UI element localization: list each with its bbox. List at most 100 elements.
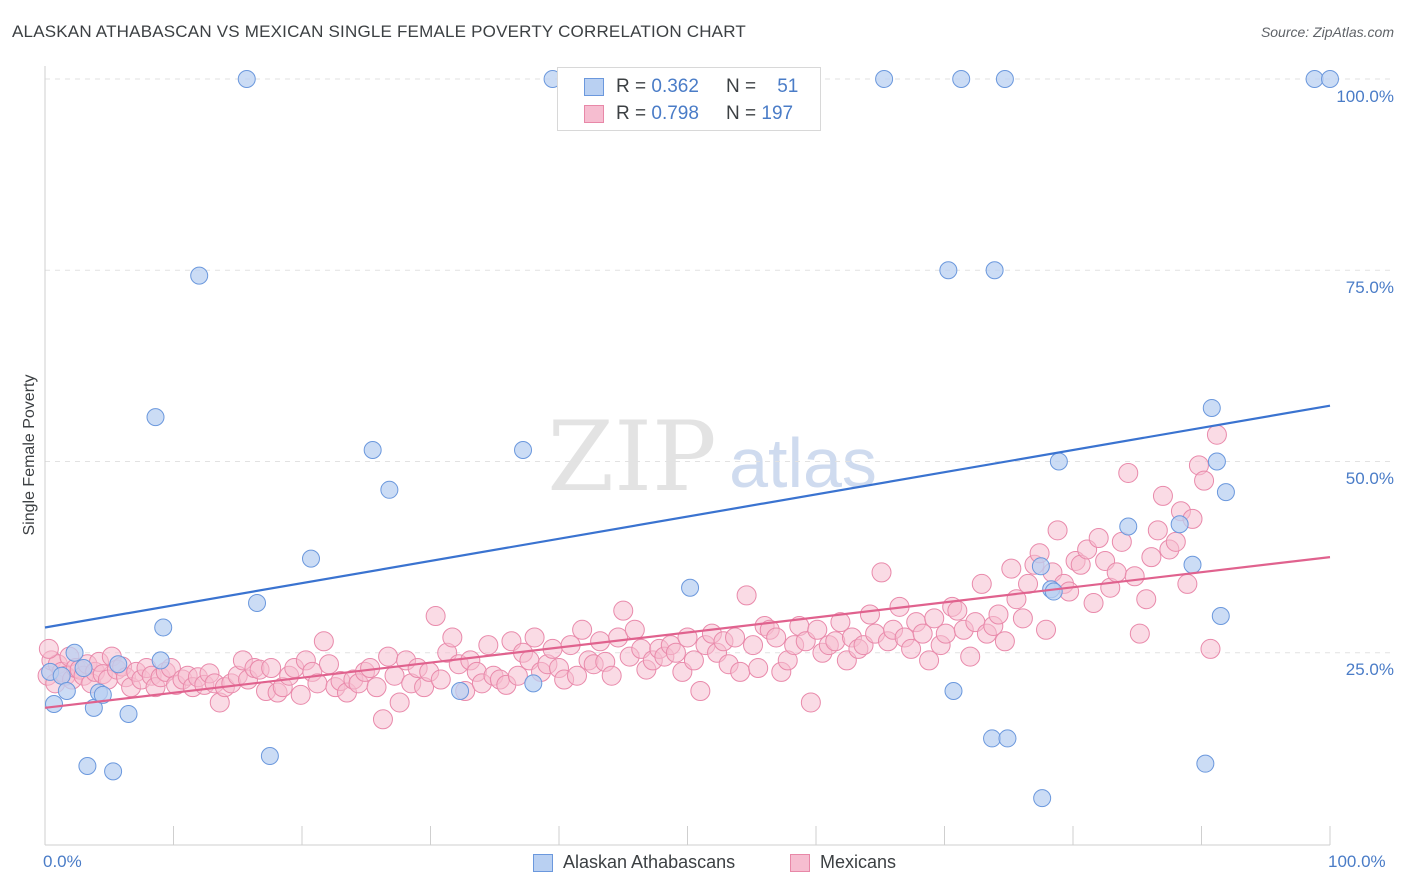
athabascan-point bbox=[998, 729, 1017, 748]
mexican-point bbox=[912, 623, 933, 644]
mexican-point bbox=[807, 619, 828, 640]
athabascan-point bbox=[995, 70, 1014, 88]
athabascan-point bbox=[1031, 557, 1050, 576]
chart-title: ALASKAN ATHABASCAN VS MEXICAN SINGLE FEM… bbox=[12, 22, 746, 41]
trend-line-athabascans bbox=[44, 404, 1331, 629]
legend-row-mexicans: R = 0.798 N = 197 bbox=[558, 101, 820, 129]
athabascan-point bbox=[1202, 398, 1221, 417]
mexican-point bbox=[372, 709, 393, 730]
y-tick-25: 25.0% bbox=[1345, 660, 1394, 679]
mexican-point bbox=[430, 669, 451, 690]
athabascan-point bbox=[944, 682, 963, 700]
mexican-point bbox=[1001, 558, 1022, 579]
mexican-point bbox=[988, 604, 1009, 625]
mexican-point bbox=[971, 573, 992, 594]
mexican-point bbox=[1147, 520, 1168, 541]
athabascan-point bbox=[363, 441, 382, 460]
bottom-legend-swatch-blue bbox=[533, 854, 553, 872]
athabascan-point bbox=[190, 266, 209, 285]
bottom-legend-swatch-pink bbox=[790, 854, 810, 872]
mexican-point bbox=[1165, 531, 1186, 552]
athabascan-point bbox=[1207, 452, 1226, 471]
mexican-point bbox=[1206, 424, 1227, 445]
mexican-point bbox=[935, 623, 956, 644]
mexican-point bbox=[859, 604, 880, 625]
athabascan-point bbox=[985, 261, 1004, 280]
mexican-point bbox=[507, 665, 528, 686]
legend-n-label: N = bbox=[726, 76, 762, 97]
legend-r-label: R = bbox=[616, 103, 652, 124]
athabascan-point bbox=[65, 643, 84, 662]
mexican-point bbox=[566, 665, 587, 686]
athabascan-point bbox=[248, 594, 267, 613]
mexican-point bbox=[1124, 566, 1145, 587]
y-tick-100: 100.0% bbox=[1336, 87, 1394, 106]
athabascan-point bbox=[939, 261, 958, 280]
mexican-point bbox=[919, 650, 940, 671]
trend-lines bbox=[44, 404, 1331, 709]
athabascan-point bbox=[1044, 582, 1063, 601]
mexican-point bbox=[366, 677, 387, 698]
mexican-point bbox=[389, 692, 410, 713]
legend-r-value: 0.798 bbox=[651, 103, 699, 124]
mexican-point bbox=[572, 619, 593, 640]
legend-r-label: R = bbox=[616, 76, 652, 97]
athabascan-point bbox=[451, 682, 470, 700]
x-tick-max: 100.0% bbox=[1328, 852, 1386, 871]
mexican-point bbox=[825, 631, 846, 652]
athabascan-point bbox=[983, 729, 1002, 748]
legend-n-label: N = bbox=[726, 103, 762, 124]
athabascan-point bbox=[1321, 70, 1339, 88]
legend: R = 0.362 N = 51 R = 0.798 N = 197 bbox=[557, 67, 821, 131]
mexican-point bbox=[730, 661, 751, 682]
mexican-point bbox=[425, 606, 446, 627]
mexican-point bbox=[442, 627, 463, 648]
mexican-point bbox=[1012, 608, 1033, 629]
mexican-point bbox=[1136, 589, 1157, 610]
athabascan-point bbox=[93, 685, 112, 704]
axes bbox=[44, 66, 1331, 846]
bottom-legend-label: Alaskan Athabascans bbox=[563, 852, 736, 872]
athabascan-point bbox=[260, 747, 279, 766]
mexican-point bbox=[725, 627, 746, 648]
athabascan-points bbox=[41, 70, 1339, 808]
mexican-point bbox=[378, 646, 399, 667]
athabascan-point bbox=[1033, 789, 1052, 808]
mexican-point bbox=[994, 631, 1015, 652]
athabascan-point bbox=[74, 659, 93, 678]
athabascan-point bbox=[44, 695, 63, 714]
athabascan-point bbox=[1170, 515, 1189, 534]
athabascan-point bbox=[301, 549, 320, 568]
athabascan-point bbox=[78, 756, 97, 775]
mexican-point bbox=[690, 681, 711, 701]
athabascan-point bbox=[1305, 70, 1324, 88]
athabascan-point bbox=[57, 682, 76, 700]
legend-n-value: 197 bbox=[761, 103, 794, 124]
athabascan-point bbox=[146, 408, 165, 427]
mexican-point bbox=[871, 562, 892, 583]
mexican-point bbox=[665, 642, 686, 663]
mexican-point bbox=[1083, 593, 1104, 614]
mexican-point bbox=[290, 684, 311, 705]
y-tick-75: 75.0% bbox=[1345, 278, 1394, 297]
athabascan-point bbox=[1216, 483, 1235, 502]
athabascan-point bbox=[151, 651, 170, 670]
x-tick-min: 0.0% bbox=[43, 852, 82, 871]
mexican-point bbox=[1088, 528, 1109, 548]
legend-row-athabascans: R = 0.362 N = 51 bbox=[558, 74, 820, 102]
mexican-point bbox=[1141, 547, 1162, 568]
athabascan-point bbox=[1119, 517, 1138, 536]
mexican-point bbox=[478, 635, 499, 656]
mexican-point bbox=[736, 585, 757, 606]
mexican-point bbox=[613, 600, 634, 621]
mexican-point bbox=[1036, 619, 1057, 640]
athabascan-point bbox=[237, 70, 256, 88]
legend-r-value: 0.362 bbox=[651, 76, 699, 97]
chart-source: Source: ZipAtlas.com bbox=[1260, 24, 1394, 40]
mexican-point bbox=[901, 638, 922, 659]
mexicans-points bbox=[37, 424, 1227, 730]
athabascan-point bbox=[380, 480, 399, 499]
athabascan-point bbox=[1196, 754, 1215, 773]
mexican-point bbox=[624, 619, 645, 640]
